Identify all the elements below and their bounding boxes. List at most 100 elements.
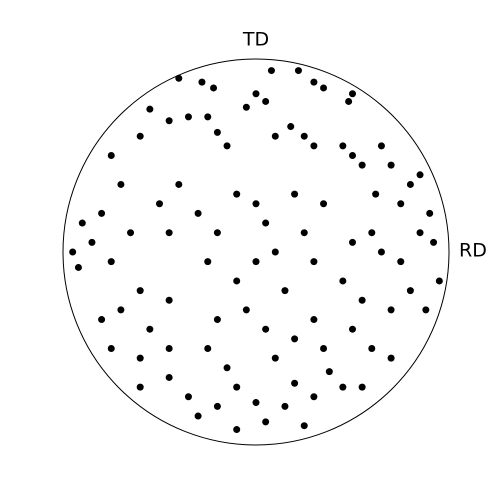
point — [349, 152, 356, 159]
point — [198, 78, 206, 86]
point — [377, 142, 385, 150]
point — [287, 123, 295, 131]
point — [397, 258, 405, 266]
point — [233, 383, 241, 391]
point — [184, 393, 192, 401]
point — [430, 238, 438, 246]
point — [204, 113, 212, 121]
point — [339, 383, 347, 391]
point — [74, 263, 82, 271]
point — [325, 368, 333, 376]
point — [349, 90, 356, 98]
point — [88, 238, 96, 246]
point — [223, 364, 231, 372]
point — [69, 248, 77, 256]
point — [136, 132, 144, 140]
point — [291, 335, 299, 343]
point — [210, 84, 218, 92]
point — [372, 190, 380, 198]
point — [107, 152, 115, 159]
point — [422, 306, 430, 314]
point — [426, 209, 434, 217]
point — [406, 287, 414, 295]
point — [156, 200, 163, 208]
point — [368, 345, 376, 352]
point — [194, 412, 202, 420]
point — [368, 229, 376, 237]
point — [267, 67, 275, 75]
point — [204, 258, 212, 266]
point — [136, 287, 144, 295]
point — [98, 316, 106, 324]
point — [377, 248, 385, 256]
point — [271, 248, 279, 256]
point — [262, 325, 270, 333]
point — [262, 418, 270, 426]
point — [349, 325, 356, 333]
point — [358, 161, 366, 169]
point — [387, 306, 395, 314]
point — [213, 229, 221, 237]
point — [387, 354, 395, 362]
point — [262, 219, 270, 227]
right-label: RD — [459, 240, 487, 262]
point — [223, 142, 231, 150]
point — [146, 105, 154, 113]
point — [252, 399, 260, 407]
point — [136, 383, 144, 391]
point — [320, 200, 328, 208]
point — [358, 296, 366, 304]
point — [204, 345, 212, 352]
point — [416, 229, 424, 237]
point — [175, 74, 183, 82]
point — [294, 67, 302, 75]
point — [117, 180, 125, 188]
point — [78, 219, 86, 227]
point — [281, 402, 289, 410]
point — [310, 258, 318, 266]
point — [345, 97, 353, 105]
point — [233, 426, 241, 434]
point — [291, 190, 299, 198]
point — [252, 90, 260, 98]
point — [416, 171, 424, 179]
point — [300, 422, 308, 430]
point — [213, 402, 221, 410]
point — [310, 78, 318, 86]
top-label: TD — [242, 29, 269, 51]
point — [406, 180, 414, 188]
point — [242, 306, 250, 314]
point — [146, 325, 154, 333]
point — [252, 258, 260, 266]
point — [98, 209, 106, 217]
point — [165, 296, 173, 304]
point — [300, 229, 308, 237]
point — [271, 132, 279, 140]
point — [117, 306, 125, 314]
point — [339, 277, 347, 285]
point — [358, 383, 366, 391]
point — [310, 393, 318, 401]
point — [349, 238, 356, 246]
point — [242, 103, 250, 111]
point — [194, 209, 202, 217]
point — [300, 132, 308, 140]
point — [165, 345, 173, 352]
point — [387, 161, 395, 169]
point — [165, 373, 173, 381]
pole-figure-circle — [62, 58, 450, 446]
point — [107, 345, 115, 352]
point — [107, 258, 115, 266]
point — [435, 277, 443, 285]
point — [175, 180, 183, 188]
point — [339, 142, 347, 150]
point — [310, 142, 318, 150]
point — [310, 316, 318, 324]
point — [320, 345, 328, 352]
point — [281, 287, 289, 295]
point — [213, 128, 221, 136]
point — [271, 354, 279, 362]
point — [233, 190, 241, 198]
point — [136, 354, 144, 362]
